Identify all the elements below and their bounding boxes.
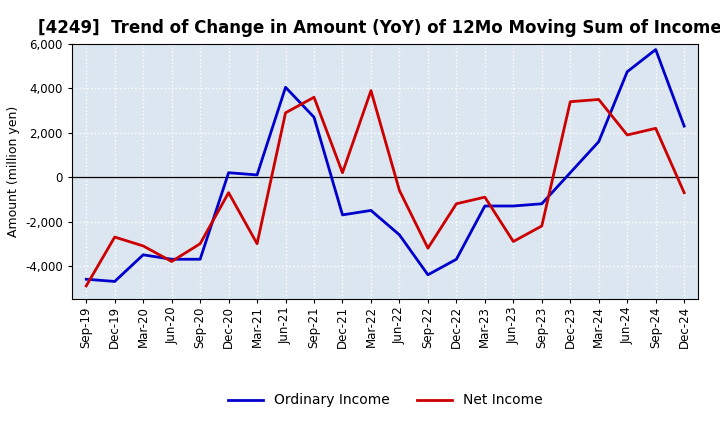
Ordinary Income [366,208,375,213]
Net Income [537,224,546,229]
Ordinary Income [110,279,119,284]
Ordinary Income [566,170,575,176]
Title: [4249]  Trend of Change in Amount (YoY) of 12Mo Moving Sum of Incomes: [4249] Trend of Change in Amount (YoY) o… [38,19,720,37]
Net Income [196,241,204,246]
Net Income [423,246,432,251]
Net Income [253,241,261,246]
Legend: Ordinary Income, Net Income: Ordinary Income, Net Income [222,388,548,413]
Net Income [338,170,347,176]
Ordinary Income [680,124,688,129]
Ordinary Income [167,257,176,262]
Ordinary Income [395,232,404,238]
Ordinary Income [139,252,148,257]
Ordinary Income [196,257,204,262]
Net Income [110,235,119,240]
Net Income [395,188,404,193]
Ordinary Income [423,272,432,278]
Ordinary Income [282,84,290,90]
Ordinary Income [452,257,461,262]
Line: Net Income: Net Income [86,91,684,286]
Net Income [566,99,575,104]
Net Income [480,194,489,200]
Net Income [452,201,461,206]
Ordinary Income [310,114,318,120]
Y-axis label: Amount (million yen): Amount (million yen) [6,106,19,237]
Net Income [595,97,603,102]
Ordinary Income [253,172,261,178]
Net Income [310,95,318,100]
Ordinary Income [509,203,518,209]
Net Income [139,243,148,249]
Net Income [680,190,688,195]
Net Income [167,259,176,264]
Net Income [623,132,631,138]
Ordinary Income [595,139,603,144]
Ordinary Income [225,170,233,176]
Net Income [225,190,233,195]
Net Income [282,110,290,115]
Ordinary Income [82,277,91,282]
Line: Ordinary Income: Ordinary Income [86,50,684,282]
Net Income [366,88,375,93]
Ordinary Income [537,201,546,206]
Ordinary Income [480,203,489,209]
Ordinary Income [338,212,347,217]
Ordinary Income [623,69,631,74]
Net Income [509,239,518,244]
Net Income [652,126,660,131]
Net Income [82,283,91,289]
Ordinary Income [652,47,660,52]
